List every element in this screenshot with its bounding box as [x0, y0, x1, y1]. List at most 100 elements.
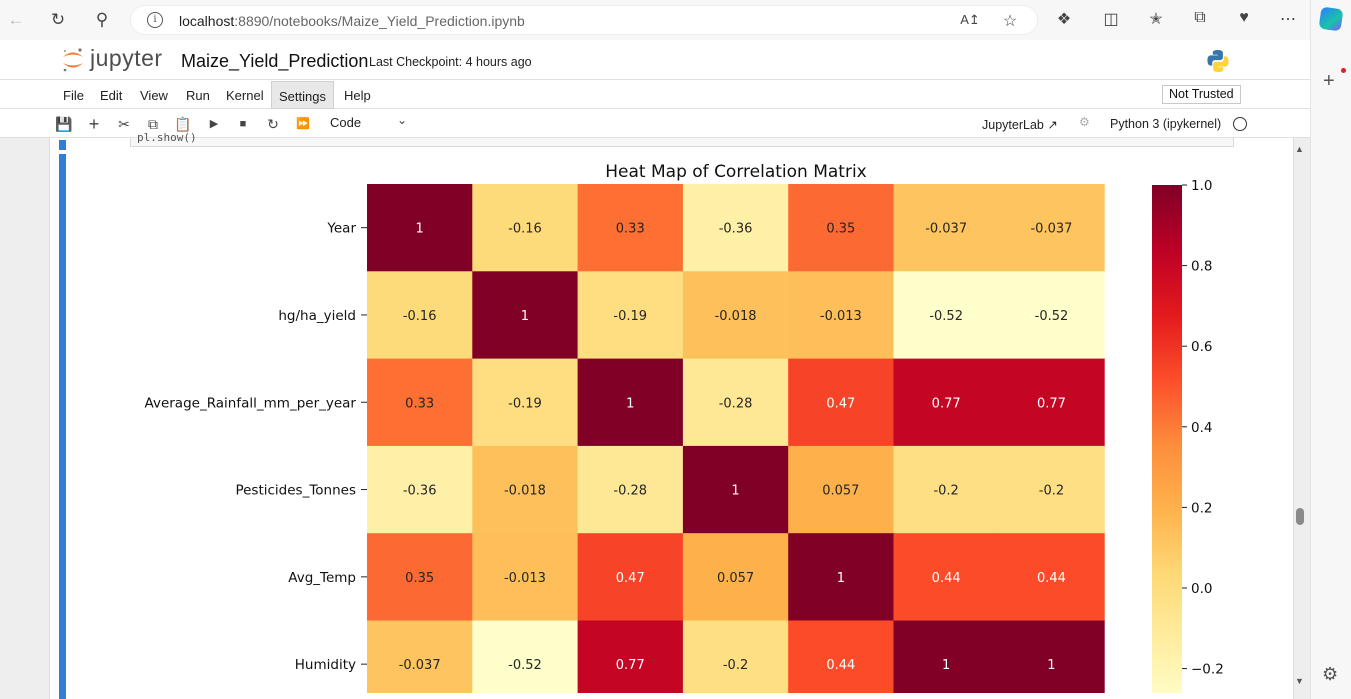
menu-edit[interactable]: Edit	[100, 88, 123, 103]
heatmap-cell-label: -0.52	[508, 658, 542, 673]
checkpoint-status: Last Checkpoint: 4 hours ago	[369, 55, 532, 69]
heatmap-cell	[893, 184, 1000, 272]
url-text[interactable]: localhost:8890/notebooks/Maize_Yield_Pre…	[179, 13, 525, 29]
back-icon[interactable]: ←	[7, 10, 25, 29]
heatmap-cell	[998, 184, 1105, 272]
heatmap-cell-label: -0.013	[820, 309, 862, 324]
paste-icon[interactable]: 📋	[174, 116, 192, 132]
colorbar-tick-label: 1.0	[1191, 178, 1212, 194]
open-jupyterlab-link[interactable]: JupyterLab ↗	[982, 117, 1058, 132]
favorite-star-icon[interactable]: ☆	[1002, 13, 1018, 30]
previous-cell-input[interactable]: pl.show()	[130, 131, 1234, 147]
scrollbar-thumb[interactable]	[1296, 508, 1304, 525]
heatmap-cell-label: 0.47	[826, 396, 855, 411]
stop-icon[interactable]: ■	[239, 118, 247, 130]
heatmap-cell	[788, 271, 895, 360]
code-fragment: pl.show()	[137, 131, 197, 144]
heatmap-cell-label: -0.28	[719, 396, 753, 411]
sidebar-settings-icon[interactable]: ⚙	[1322, 664, 1339, 684]
performance-icon[interactable]: ♥	[1239, 9, 1249, 26]
heatmap-cell	[577, 271, 684, 360]
heatmap-cell-label: 1	[837, 571, 845, 586]
colorbar-gradient	[1152, 185, 1182, 693]
menu-settings[interactable]: Settings	[271, 81, 334, 109]
trust-status-button[interactable]: Not Trusted	[1162, 85, 1241, 104]
heatmap-cell-label: -0.52	[1035, 309, 1069, 324]
cell-type-select[interactable]: Code	[330, 115, 362, 130]
notification-dot	[1341, 68, 1346, 73]
insert-cell-icon[interactable]: +	[88, 114, 100, 134]
menu-run[interactable]: Run	[186, 88, 210, 103]
run-all-icon[interactable]: ⏩	[296, 118, 310, 130]
heatmap-cell	[367, 445, 473, 534]
heatmap-cell-label: 0.35	[826, 222, 855, 237]
heatmap-cell-label: 0.47	[616, 571, 645, 586]
heatmap-cell-label: -0.013	[504, 571, 546, 586]
heatmap-cell	[788, 445, 895, 534]
heatmap-cell	[367, 533, 473, 622]
heatmap-cell-label: 0.44	[1037, 571, 1066, 586]
collections-icon[interactable]: ⧉	[1194, 9, 1206, 26]
heatmap-cell	[472, 533, 579, 622]
heatmap-cells: 1 -0.16 0.33 -0.36 0.35 -0.037 -0.037 -0.16 1 -0.…	[367, 184, 1105, 693]
heatmap-cell-label: -0.2	[1039, 484, 1064, 499]
menu-file[interactable]: File	[63, 88, 84, 103]
heatmap-cell-label: -0.16	[403, 309, 437, 324]
heatmap-cell-label: 0.77	[932, 396, 961, 411]
kernel-name[interactable]: Python 3 (ipykernel)	[1110, 117, 1222, 131]
read-aloud-icon[interactable]: A↥	[960, 12, 980, 27]
cell-selection-bar[interactable]	[59, 140, 66, 150]
cut-icon[interactable]: ✂	[118, 116, 130, 132]
notebook-toolbar: 💾 + ✂ ⧉ 📋 ▶ ■ ↻ ⏩ Code ⌄ JupyterLab ↗ ⚙ …	[0, 110, 1310, 138]
scroll-up-arrow[interactable]: ▲	[1295, 144, 1304, 154]
extensions-icon[interactable]: ❖	[1056, 11, 1072, 28]
colorbar-tick-label: 0.4	[1191, 420, 1212, 436]
heatmap-cell	[788, 533, 895, 622]
output-selection-bar[interactable]	[59, 154, 66, 699]
heatmap-cell	[998, 620, 1105, 693]
search-icon[interactable]: ⚲	[95, 10, 109, 29]
copilot-icon[interactable]	[1318, 6, 1344, 32]
heatmap-cell-label: -0.36	[719, 222, 753, 237]
heatmap-cell-label: 1	[942, 658, 950, 673]
menu-kernel[interactable]: Kernel	[226, 88, 264, 103]
menu-bar: File Edit View Run Kernel Settings Help …	[0, 81, 1310, 109]
jupyter-logo-text[interactable]: jupyter	[90, 45, 163, 71]
copy-icon[interactable]: ⧉	[148, 116, 158, 132]
split-screen-icon[interactable]: ◫	[1103, 11, 1119, 28]
heatmap-cell	[682, 358, 789, 447]
site-info-icon[interactable]: i	[147, 12, 163, 28]
heatmap-cell	[682, 271, 789, 360]
colorbar-ticks: 1.0 0.8 0.6 0.4 0.2 0.0 −0.2	[1182, 178, 1224, 678]
heatmap-cell	[893, 620, 1000, 693]
heatmap-cell-label: 0.057	[717, 571, 754, 586]
python-logo-icon	[1207, 50, 1229, 72]
heatmap-cell-label: -0.36	[403, 484, 437, 499]
save-icon[interactable]: 💾	[55, 116, 73, 132]
heatmap-cell-label: -0.037	[399, 658, 441, 673]
heatmap-cell	[577, 358, 684, 447]
row-label: Avg_Temp	[288, 570, 356, 586]
notebook-title[interactable]: Maize_Yield_Prediction	[181, 51, 369, 71]
refresh-icon[interactable]: ↻	[50, 10, 66, 29]
row-label: Average_Rainfall_mm_per_year	[145, 395, 357, 411]
favorites-icon[interactable]: ✭	[1149, 11, 1163, 28]
external-link-icon: ↗	[1047, 118, 1058, 132]
menu-help[interactable]: Help	[344, 88, 371, 103]
heatmap-cell-label: -0.018	[504, 484, 546, 499]
menu-view[interactable]: View	[140, 88, 168, 103]
heatmap-cell	[682, 533, 789, 622]
heatmap-cell-label: -0.2	[723, 658, 748, 673]
heatmap-cell	[577, 184, 684, 272]
colorbar-tick-label: −0.2	[1191, 662, 1224, 678]
restart-icon[interactable]: ↻	[267, 116, 279, 132]
more-menu-icon[interactable]: ⋯	[1280, 11, 1296, 28]
address-bar[interactable]: i localhost:8890/notebooks/Maize_Yield_P…	[130, 5, 1038, 35]
add-sidebar-app-icon[interactable]: +	[1323, 70, 1335, 92]
heatmap-cell-label: 0.77	[616, 658, 645, 673]
jupyter-logo-icon[interactable]	[61, 46, 85, 74]
chevron-down-icon[interactable]: ⌄	[397, 113, 408, 127]
run-icon[interactable]: ▶	[209, 118, 219, 130]
heatmap-cell	[682, 620, 789, 693]
scroll-down-arrow[interactable]: ▼	[1295, 676, 1304, 686]
